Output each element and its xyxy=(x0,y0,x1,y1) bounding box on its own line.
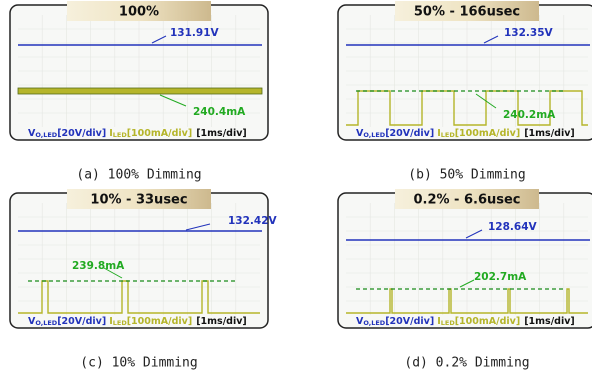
legend-part: [20V/div] xyxy=(57,316,106,327)
caption: (d) 0.2% Dimming xyxy=(404,356,529,371)
legend: VO,LED[20V/div]ILED[100mA/div][1ms/div] xyxy=(356,316,575,328)
screen xyxy=(338,193,592,328)
legend-part: O,LED xyxy=(35,131,57,139)
legend-part: LED xyxy=(441,131,456,139)
voltage-label: 131.91V xyxy=(170,27,220,39)
legend: VO,LED[20V/div]ILED[100mA/div][1ms/div] xyxy=(356,128,575,140)
voltage-label: 132.35V xyxy=(504,27,554,39)
voltage-label: 128.64V xyxy=(488,221,538,233)
legend-part: [1ms/div] xyxy=(524,316,575,327)
legend-part: O,LED xyxy=(35,319,57,327)
current-label: 239.8mA xyxy=(72,260,125,272)
current-trace xyxy=(18,88,262,94)
legend-part: LED xyxy=(441,319,456,327)
legend-part: O,LED xyxy=(363,131,385,139)
legend-part: [20V/div] xyxy=(385,128,434,139)
legend-part: [100mA/div] xyxy=(127,128,192,139)
current-label: 202.7mA xyxy=(474,271,527,283)
scope-panel: 100%131.91V240.4mAVO,LED[20V/div]ILED[10… xyxy=(10,1,268,140)
legend-part: [1ms/div] xyxy=(196,316,247,327)
figure: 100%131.91V240.4mAVO,LED[20V/div]ILED[10… xyxy=(0,0,592,372)
caption: (a) 100% Dimming xyxy=(76,168,201,183)
legend-part: [100mA/div] xyxy=(127,316,192,327)
legend-part: [1ms/div] xyxy=(524,128,575,139)
legend-part: LED xyxy=(113,131,128,139)
scope-panel: 0.2% - 6.6usec128.64V202.7mAVO,LED[20V/d… xyxy=(338,189,592,328)
caption: (b) 50% Dimming xyxy=(408,168,525,183)
caption: (c) 10% Dimming xyxy=(80,356,197,371)
legend: VO,LED[20V/div]ILED[100mA/div][1ms/div] xyxy=(28,128,247,140)
legend-part: [20V/div] xyxy=(57,128,106,139)
panel-title: 10% - 33usec xyxy=(90,193,187,208)
current-label: 240.4mA xyxy=(193,106,246,118)
legend-part: [20V/div] xyxy=(385,316,434,327)
voltage-label: 132.42V xyxy=(228,215,278,227)
legend-part: LED xyxy=(113,319,128,327)
legend-part: [1ms/div] xyxy=(196,128,247,139)
panel-title: 50% - 166usec xyxy=(414,5,520,20)
scope-panel: 10% - 33usec132.42V239.8mAVO,LED[20V/div… xyxy=(10,189,278,328)
legend-part: [100mA/div] xyxy=(455,316,520,327)
panel-title: 0.2% - 6.6usec xyxy=(413,193,520,208)
current-label: 240.2mA xyxy=(503,109,556,121)
legend-part: O,LED xyxy=(363,319,385,327)
scope-panel: 50% - 166usec132.35V240.2mAVO,LED[20V/di… xyxy=(338,1,592,140)
legend: VO,LED[20V/div]ILED[100mA/div][1ms/div] xyxy=(28,316,247,328)
legend-part: [100mA/div] xyxy=(455,128,520,139)
panel-title: 100% xyxy=(119,5,159,20)
